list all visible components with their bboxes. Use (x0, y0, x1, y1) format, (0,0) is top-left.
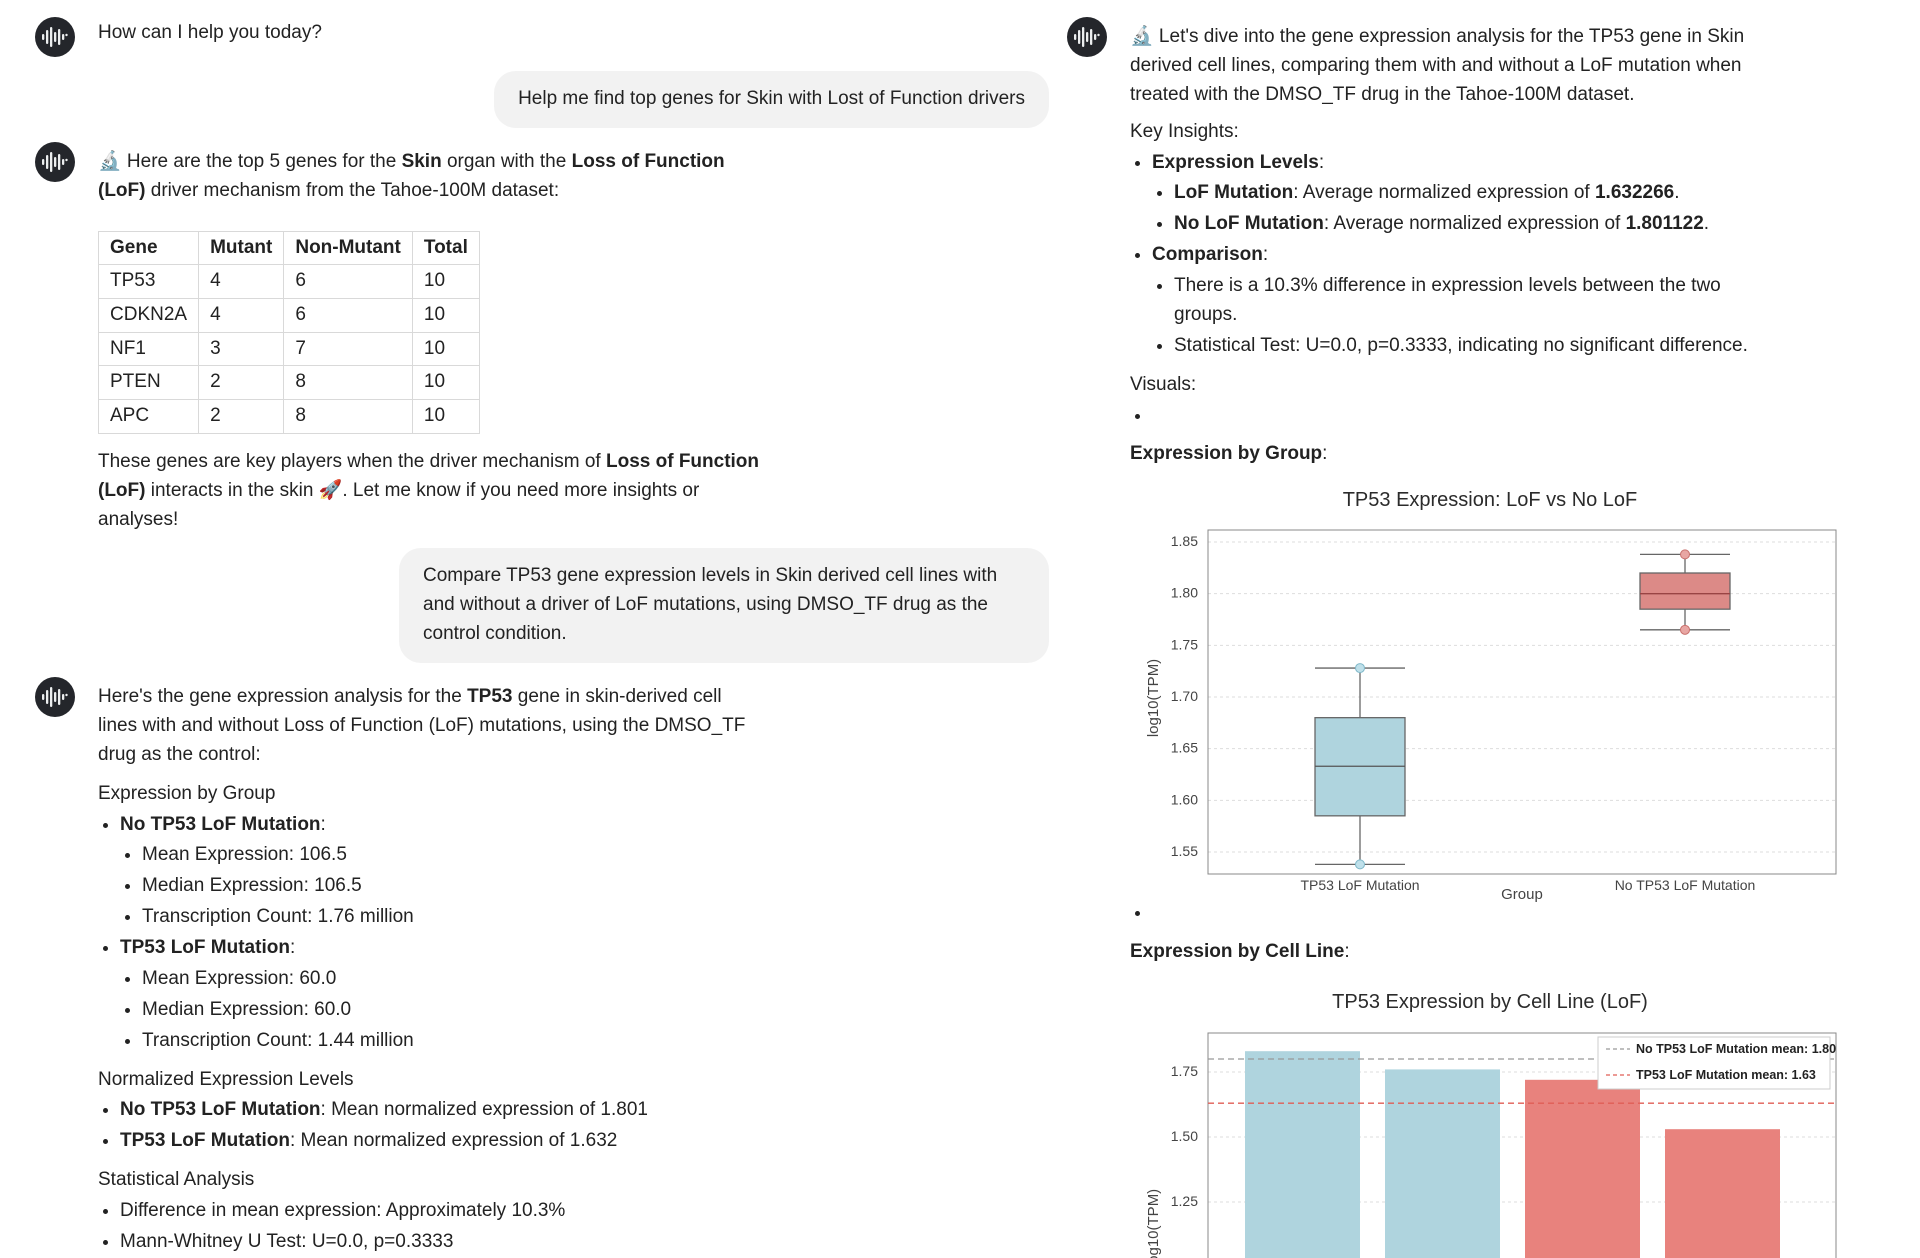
svg-text:TP53 LoF Mutation mean: 1.63: TP53 LoF Mutation mean: 1.63 (1636, 1068, 1816, 1082)
svg-text:No TP53 LoF Mutation mean: 1.8: No TP53 LoF Mutation mean: 1.80 (1636, 1042, 1836, 1056)
svg-text:Group: Group (1501, 886, 1543, 903)
svg-text:log10(TPM): log10(TPM) (1145, 1189, 1162, 1258)
svg-text:1.70: 1.70 (1171, 688, 1198, 704)
svg-text:1.25: 1.25 (1171, 1193, 1198, 1209)
svg-text:1.85: 1.85 (1171, 533, 1198, 549)
svg-text:No TP53 LoF Mutation: No TP53 LoF Mutation (1615, 877, 1756, 893)
svg-text:1.75: 1.75 (1171, 636, 1198, 652)
svg-text:log10(TPM): log10(TPM) (1145, 658, 1162, 736)
svg-text:1.60: 1.60 (1171, 791, 1198, 807)
svg-text:1.55: 1.55 (1171, 843, 1198, 859)
svg-text:TP53 LoF Mutation: TP53 LoF Mutation (1300, 877, 1419, 893)
svg-text:1.80: 1.80 (1171, 584, 1198, 600)
svg-text:1.50: 1.50 (1171, 1128, 1198, 1144)
svg-text:1.65: 1.65 (1171, 739, 1198, 755)
svg-text:1.75: 1.75 (1171, 1063, 1198, 1079)
